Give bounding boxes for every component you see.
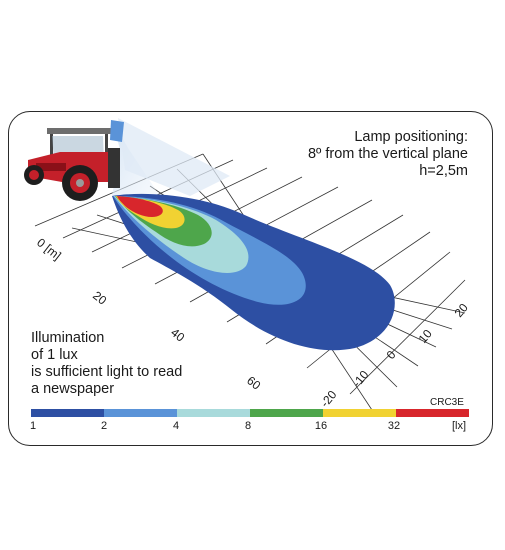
light-beam — [112, 121, 160, 196]
lamp-line-3: h=2,5m — [419, 163, 468, 179]
legend-tick-4: 4 — [172, 420, 180, 432]
legend-swatch-4 — [250, 409, 323, 417]
tractor-image — [24, 120, 124, 201]
illumination-line-4: a newspaper — [31, 381, 115, 397]
legend-tick-32: 32 — [387, 420, 401, 432]
illumination-line-2: of 1 lux — [31, 347, 78, 363]
lamp-line-2: 8º from the vertical plane — [307, 146, 468, 162]
legend-swatch-5 — [323, 409, 396, 417]
legend-color-bar — [31, 409, 469, 417]
lamp-positioning-text: Lamp positioning: 8º from the vertical p… — [308, 129, 468, 180]
product-code: CRC3E — [430, 397, 464, 408]
legend-ticks: 1 2 4 8 16 32 [lx] — [0, 420, 505, 436]
legend-tick-16: 16 — [314, 420, 328, 432]
isolux-zones — [112, 193, 395, 351]
illumination-line-1: Illumination — [31, 330, 105, 346]
legend-tick-2: 2 — [100, 420, 108, 432]
lateral-label-minus20: -20 — [318, 387, 340, 410]
distance-label-20: 20 — [90, 288, 109, 307]
lateral-label-20: 20 — [452, 300, 472, 319]
legend-swatch-3 — [177, 409, 250, 417]
distance-label-60: 60 — [244, 373, 263, 392]
lamp-line-1: Lamp positioning: — [354, 129, 468, 145]
legend-swatch-1 — [31, 409, 104, 417]
light-beam-upper — [118, 118, 230, 196]
zone-32-lux — [117, 196, 163, 217]
distance-label-0: 0 [m] — [34, 235, 64, 262]
legend-tick-8: 8 — [244, 420, 252, 432]
lateral-label-minus10: -10 — [350, 367, 372, 390]
lateral-label-0: 0 — [384, 348, 399, 362]
lateral-label-10: 10 — [416, 326, 436, 345]
illumination-line-3: is sufficient light to read — [31, 364, 183, 380]
legend-swatch-2 — [104, 409, 177, 417]
legend-unit: [lx] — [451, 420, 467, 432]
illumination-note: Illumination of 1 lux is sufficient ligh… — [31, 330, 182, 398]
legend-swatch-6 — [396, 409, 469, 417]
legend-tick-1: 1 — [29, 420, 37, 432]
